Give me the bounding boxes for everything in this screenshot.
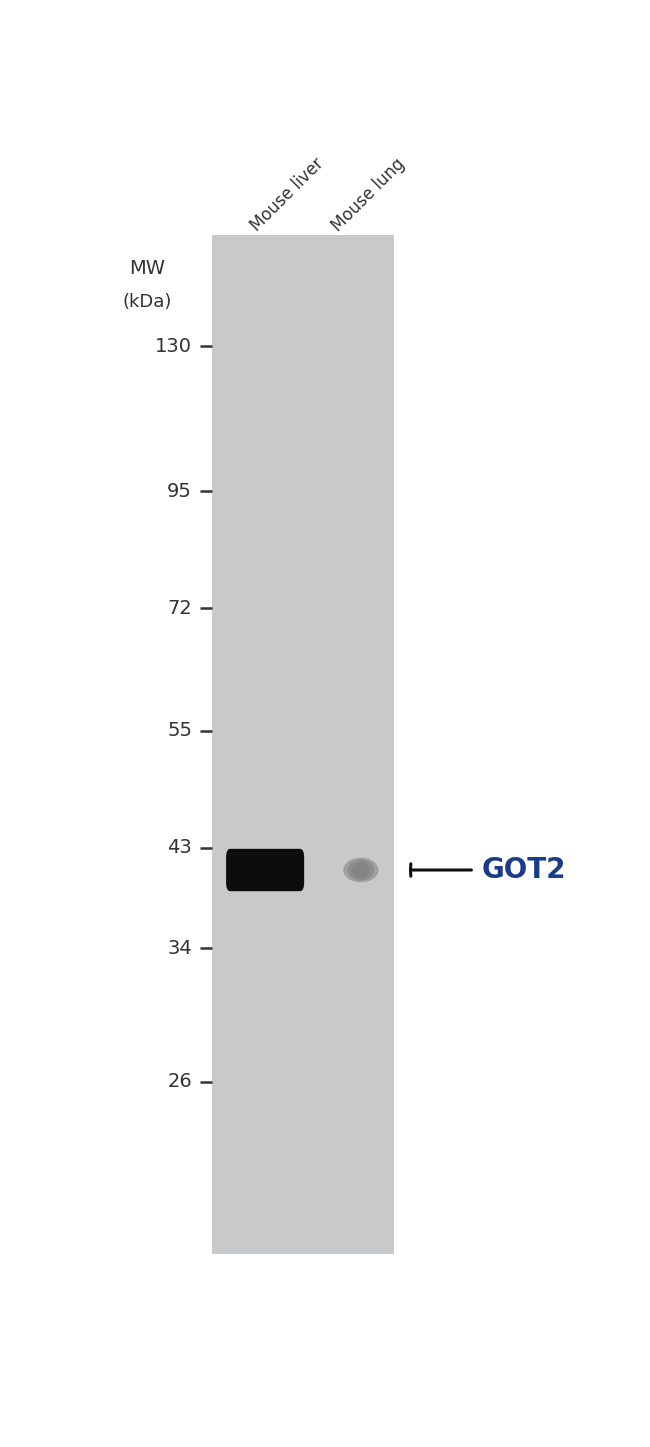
Text: 55: 55 <box>167 721 192 741</box>
Text: MW: MW <box>129 259 164 278</box>
Text: Mouse lung: Mouse lung <box>328 155 408 234</box>
Text: 26: 26 <box>167 1072 192 1091</box>
Text: 34: 34 <box>167 939 192 958</box>
Text: 72: 72 <box>167 599 192 618</box>
Text: (kDa): (kDa) <box>122 292 172 311</box>
Ellipse shape <box>348 860 374 880</box>
Bar <box>212 234 393 1255</box>
Text: GOT2: GOT2 <box>482 857 566 884</box>
Text: Mouse liver: Mouse liver <box>248 155 328 234</box>
Ellipse shape <box>352 862 370 878</box>
Ellipse shape <box>343 858 378 883</box>
Text: 130: 130 <box>155 337 192 356</box>
Text: 43: 43 <box>167 838 192 857</box>
FancyBboxPatch shape <box>226 849 304 891</box>
Text: 95: 95 <box>167 482 192 501</box>
